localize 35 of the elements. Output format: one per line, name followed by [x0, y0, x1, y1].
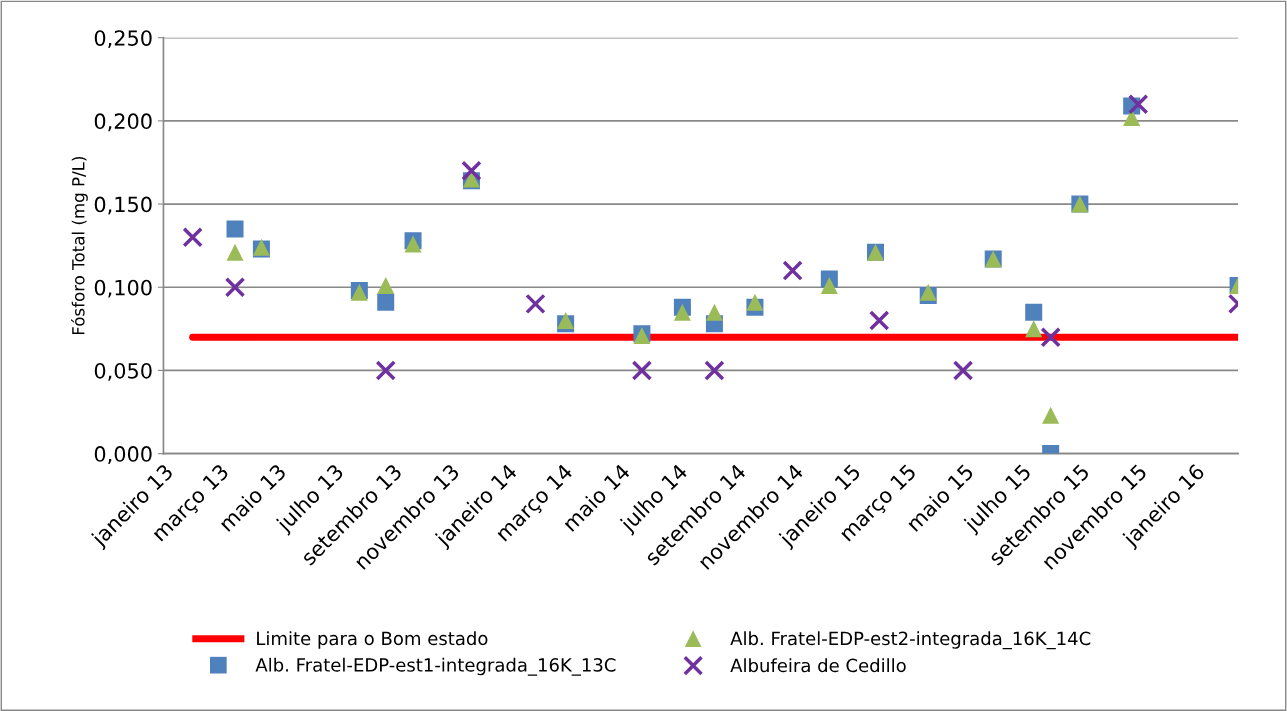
point	[869, 310, 890, 331]
point	[1025, 303, 1043, 321]
point	[226, 220, 244, 238]
point	[952, 360, 974, 381]
point	[820, 277, 838, 295]
point	[782, 260, 803, 281]
point	[1128, 93, 1149, 115]
y-tick-label: 0,250	[94, 30, 152, 49]
point	[673, 303, 691, 321]
y-tick-label: 0,050	[94, 362, 152, 381]
point	[461, 160, 482, 182]
point	[1042, 406, 1060, 424]
legend-label: Limite para o Bom estado	[257, 631, 488, 649]
point	[704, 360, 725, 381]
y-tick-label: 0,150	[94, 196, 152, 215]
legend-label: Alb. Fratel-EDP-est1-integrada_16K_13C	[255, 657, 616, 676]
y-tick-label: 0,000	[94, 446, 152, 464]
point	[1025, 320, 1043, 338]
point	[224, 277, 246, 298]
point	[1040, 326, 1061, 348]
legend-label: Albufeira de Cedillo	[730, 658, 906, 673]
point	[182, 227, 203, 248]
legend-label: Alb. Fratel-EDP-est2-integrada_16K_14C	[730, 631, 1091, 650]
point	[525, 293, 546, 315]
y-tick-label: 0,200	[94, 113, 152, 132]
point	[631, 360, 653, 381]
point	[919, 283, 937, 301]
point	[746, 293, 764, 311]
point	[226, 243, 244, 261]
y-axis-title: Fósforo Total (mg P/L)	[71, 156, 88, 335]
point	[377, 293, 395, 311]
point	[705, 303, 723, 321]
point	[377, 277, 395, 295]
point	[375, 360, 396, 381]
y-tick-label: 0,100	[94, 279, 152, 298]
